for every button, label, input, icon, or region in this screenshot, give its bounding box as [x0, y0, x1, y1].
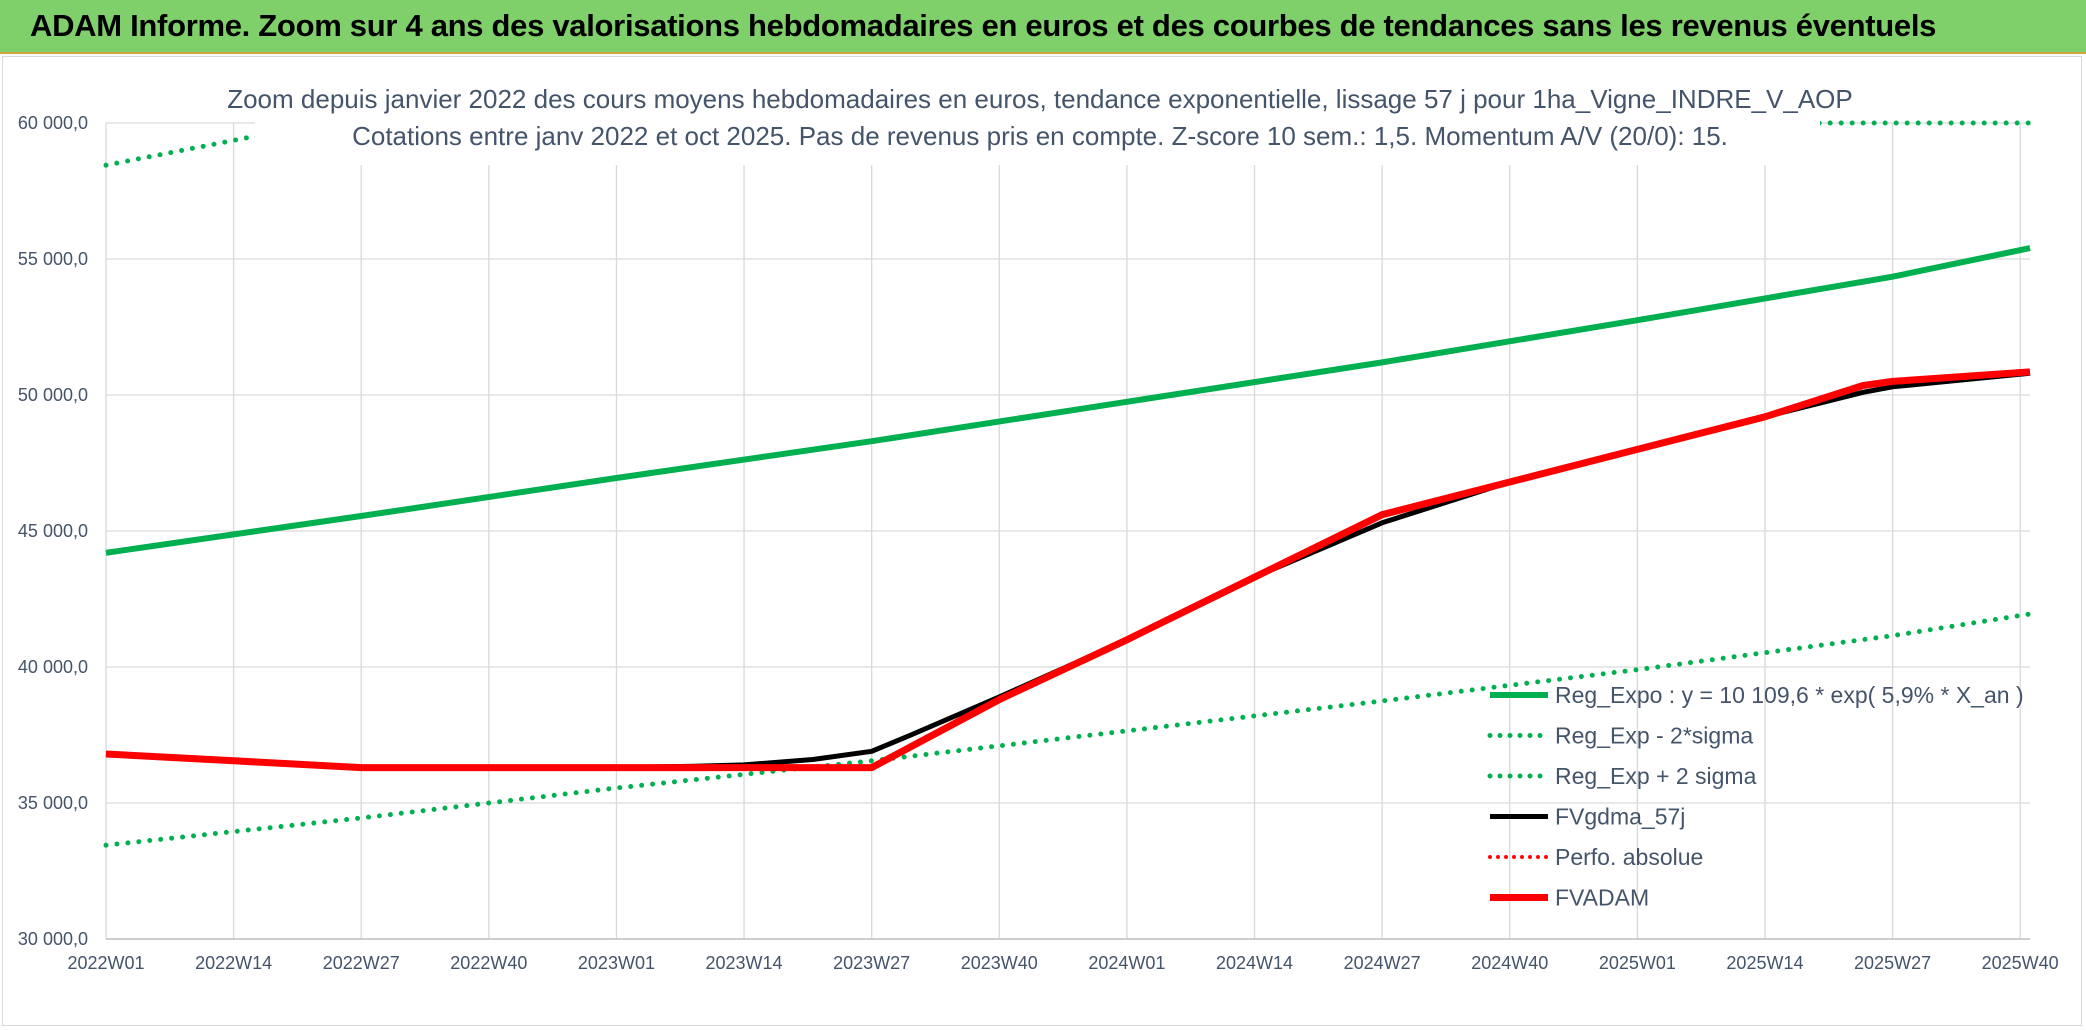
- chart-title-line: Cotations entre janv 2022 et oct 2025. P…: [352, 121, 1728, 151]
- series-line-0: [105, 245, 2031, 556]
- y-tick-label: 35 000,0: [18, 793, 88, 813]
- y-tick-label: 55 000,0: [18, 249, 88, 269]
- x-tick-label: 2023W14: [706, 953, 783, 973]
- x-tick-label: 2023W01: [578, 953, 655, 973]
- y-tick-label: 40 000,0: [18, 657, 88, 677]
- legend-label: Perfo. absolue: [1555, 844, 1703, 870]
- x-tick-label: 2023W27: [833, 953, 910, 973]
- x-tick-label: 2024W01: [1088, 953, 1165, 973]
- y-tick-label: 50 000,0: [18, 385, 88, 405]
- x-tick-label: 2025W01: [1599, 953, 1676, 973]
- chart-title-box: [255, 80, 1820, 165]
- x-tick-label: 2023W40: [961, 953, 1038, 973]
- legend-label: Reg_Exp - 2*sigma: [1555, 723, 1753, 749]
- x-tick-label: 2022W27: [323, 953, 400, 973]
- x-tick-label: 2025W27: [1854, 953, 1931, 973]
- chart-title-line: Zoom depuis janvier 2022 des cours moyen…: [227, 84, 1853, 114]
- x-tick-label: 2022W01: [67, 953, 144, 973]
- x-tick-label: 2025W40: [1982, 953, 2059, 973]
- x-tick-label: 2022W40: [450, 953, 527, 973]
- series-line-5: [105, 368, 2031, 772]
- legend-label: Reg_Expo : y = 10 109,6 * exp( 5,9% * X_…: [1555, 682, 2024, 708]
- chart-frame: [2, 56, 2082, 1026]
- report-banner: ADAM Informe. Zoom sur 4 ans des valoris…: [0, 0, 2086, 54]
- x-tick-label: 2024W40: [1471, 953, 1548, 973]
- report-title: ADAM Informe. Zoom sur 4 ans des valoris…: [30, 8, 1937, 43]
- y-tick-label: 30 000,0: [18, 929, 88, 949]
- legend-label: FVADAM: [1555, 885, 1649, 911]
- x-tick-label: 2024W14: [1216, 953, 1293, 973]
- x-tick-label: 2025W14: [1726, 953, 1803, 973]
- legend-label: Reg_Exp + 2 sigma: [1555, 763, 1757, 789]
- legend-label: FVgdma_57j: [1555, 804, 1685, 830]
- series-line-3: [105, 370, 2031, 771]
- x-tick-label: 2024W27: [1344, 953, 1421, 973]
- series-line-1: [103, 611, 2033, 848]
- y-tick-label: 60 000,0: [18, 113, 88, 133]
- y-tick-label: 45 000,0: [18, 521, 88, 541]
- x-tick-label: 2022W14: [195, 953, 272, 973]
